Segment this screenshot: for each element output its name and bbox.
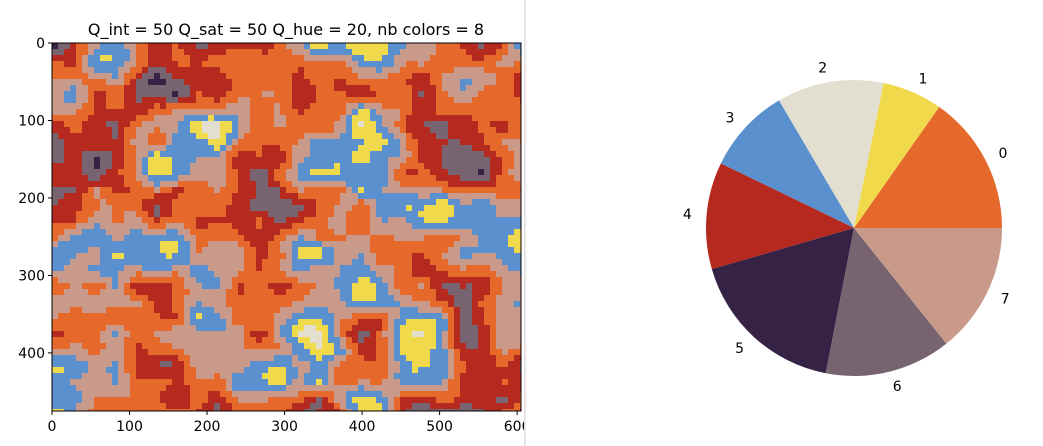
pie-label-0: 0 <box>999 146 1008 162</box>
pie-slices <box>706 79 1002 377</box>
y-tick-label: 400 <box>18 346 45 362</box>
pie-label-2: 2 <box>818 60 827 76</box>
pie-slice-2 <box>778 79 884 228</box>
color-distribution-pie-chart: 0 1 2 3 4 5 6 7 <box>683 60 1010 395</box>
panel-divider <box>524 0 527 446</box>
pie-label-6: 6 <box>893 379 902 395</box>
y-tick-label: 0 <box>36 36 45 52</box>
pie-slice-0 <box>854 106 1002 228</box>
pie-label-3: 3 <box>725 111 734 127</box>
y-tick-label: 300 <box>18 268 45 284</box>
pie-label-7: 7 <box>1001 292 1010 308</box>
pie-slice-6 <box>825 228 947 377</box>
pie-slice-7 <box>854 228 1002 344</box>
pie-slice-3 <box>720 100 854 228</box>
pie-slice-5 <box>711 228 854 374</box>
x-axis-ticks: 0 100 200 300 400 500 600 <box>48 411 524 435</box>
pie-slice-1 <box>854 82 940 229</box>
y-axis-ticks: 0 100 200 300 400 <box>18 36 52 362</box>
quantized-image-chart: Q_int = 50 Q_sat = 50 Q_hue = 20, nb col… <box>18 20 524 435</box>
pie-label-5: 5 <box>735 341 744 357</box>
pie-slice-4 <box>706 163 854 270</box>
color-distribution-panel: 0 1 2 3 4 5 6 7 <box>527 0 1043 446</box>
image-frame <box>51 42 522 412</box>
x-tick-label: 400 <box>349 419 376 435</box>
x-tick-label: 0 <box>48 419 57 435</box>
x-tick-label: 300 <box>271 419 298 435</box>
y-tick-label: 100 <box>18 113 45 129</box>
quantized-image <box>52 43 521 411</box>
chart-title: Q_int = 50 Q_sat = 50 Q_hue = 20, nb col… <box>88 20 484 40</box>
x-tick-label: 500 <box>426 419 453 435</box>
x-tick-label: 600 <box>504 419 524 435</box>
pie-label-4: 4 <box>683 207 692 223</box>
quantized-image-panel: Q_int = 50 Q_sat = 50 Q_hue = 20, nb col… <box>18 20 524 435</box>
pie-labels: 0 1 2 3 4 5 6 7 <box>683 60 1010 395</box>
y-tick-label: 200 <box>18 191 45 207</box>
pie-label-1: 1 <box>919 72 928 88</box>
x-tick-label: 100 <box>116 419 143 435</box>
x-tick-label: 200 <box>194 419 221 435</box>
